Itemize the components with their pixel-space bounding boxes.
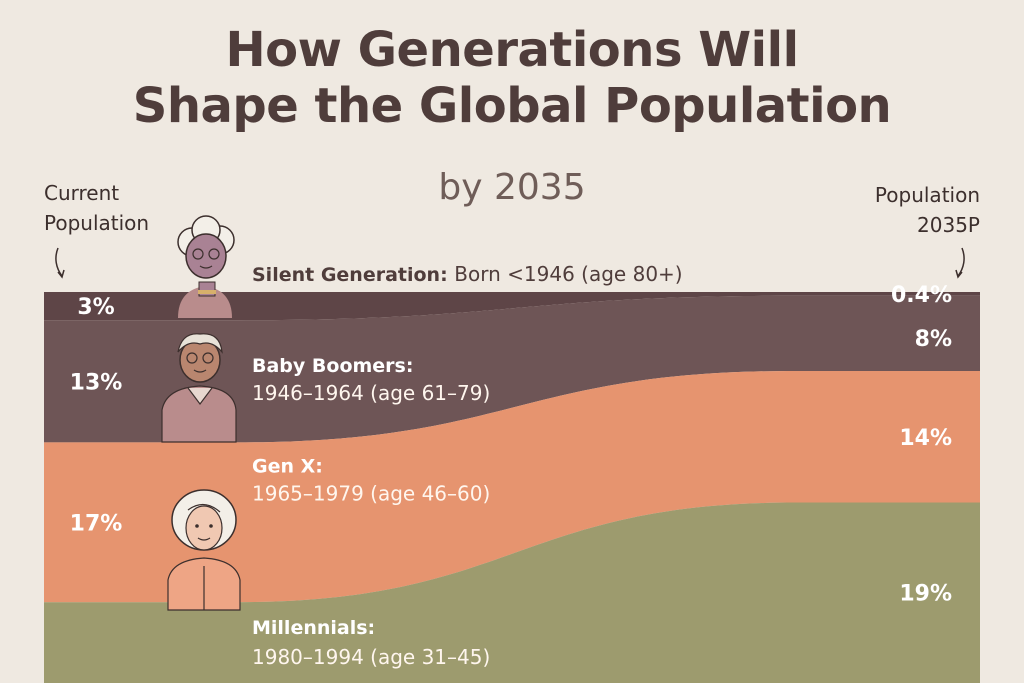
series-labels: 3% 0.4% 13% 8% 17% 14% 19% Silent Generation: B… — [70, 262, 952, 669]
value-label-2035-baby-boomers: 8% — [915, 327, 952, 352]
series-label-baby-boomers: Baby Boomers: — [252, 355, 413, 377]
series-range-silent-generation: Born <1946 (age 80+) — [454, 262, 682, 286]
value-label-current-gen-x: 17% — [70, 511, 123, 536]
population-2035-label: Population 2035P — [875, 180, 980, 240]
value-label-current-baby-boomers: 13% — [70, 370, 123, 395]
chart-subtitle: by 2035 — [438, 167, 586, 208]
area-millennials — [44, 502, 980, 683]
title-line-2: Shape the Global Population — [132, 78, 892, 134]
area-gen-x — [44, 370, 980, 603]
area-silent-generation — [44, 292, 980, 321]
chart-title: How Generations Will Shape the Global Po… — [0, 22, 1024, 134]
value-label-2035-millennials: 19% — [899, 582, 952, 607]
series-label-millennials: Millennials: — [252, 617, 375, 639]
series-label-gen-x: Gen X: — [252, 455, 323, 477]
baby-boomer-avatar-icon — [161, 333, 237, 443]
projected-label-line-1: Population — [874, 183, 980, 207]
series-name-silent-generation: Silent Generation: Born <1946 (age 80+) — [252, 262, 683, 286]
right-arrow-icon — [955, 247, 965, 279]
gen-x-avatar-icon — [167, 489, 241, 611]
value-label-2035-gen-x: 14% — [899, 426, 952, 451]
current-label-line-1: Current — [44, 181, 120, 205]
series-range-baby-boomers: 1946–1964 (age 61–79) — [252, 381, 490, 405]
silent-generation-avatar-icon — [177, 215, 235, 318]
current-label-line-2: Population — [44, 211, 150, 235]
series-range-gen-x: 1965–1979 (age 46–60) — [252, 481, 490, 505]
title-line-1: How Generations Will — [225, 22, 799, 78]
value-label-current-silent-generation: 3% — [77, 295, 114, 320]
value-label-2035-silent-generation: 0.4% — [891, 283, 952, 308]
left-arrow-icon — [55, 247, 65, 279]
avatars — [161, 215, 241, 611]
series-areas — [44, 292, 980, 683]
series-range-millennials: 1980–1994 (age 31–45) — [252, 645, 490, 669]
current-population-label: Current Population — [44, 178, 149, 238]
projected-label-line-2: 2035P — [917, 213, 980, 237]
series-label-silent-generation: Silent Generation: — [252, 264, 454, 286]
area-baby-boomers — [44, 295, 980, 443]
